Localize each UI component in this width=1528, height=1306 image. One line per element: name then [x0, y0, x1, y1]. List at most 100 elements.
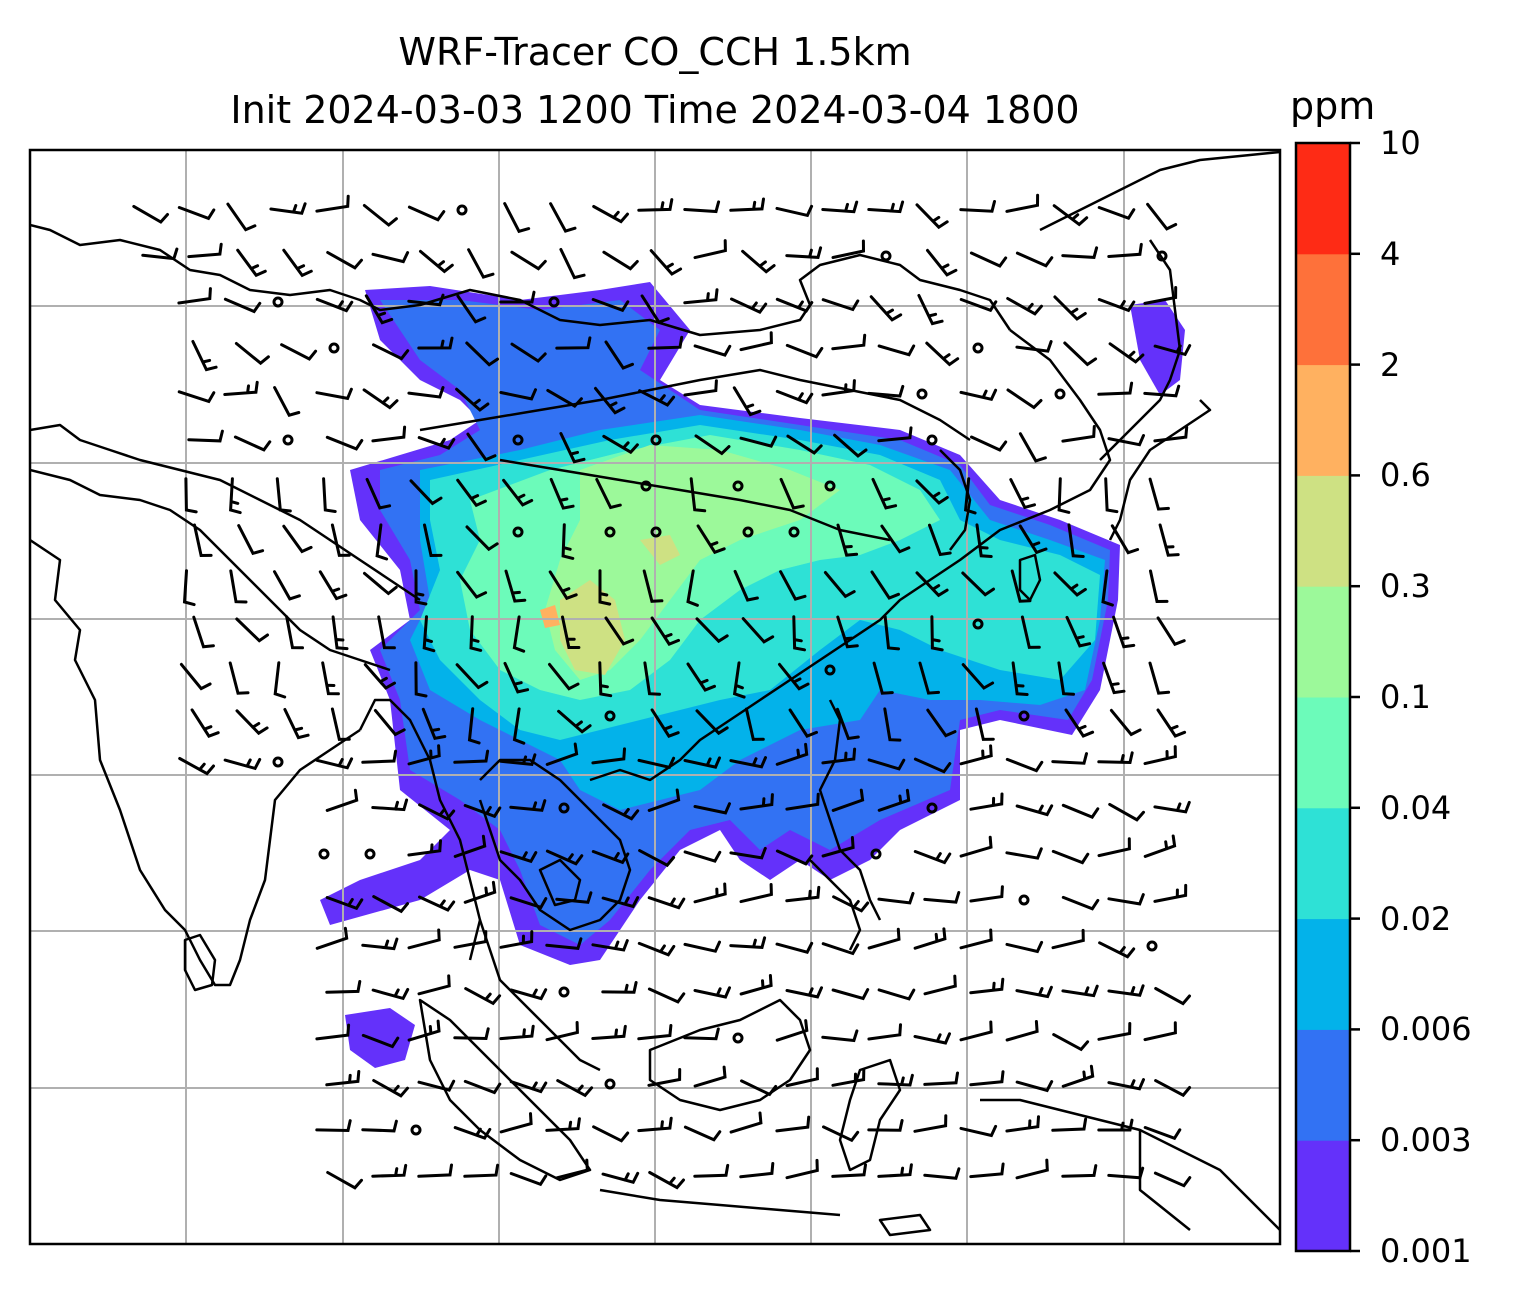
wind-barb [915, 479, 949, 505]
wind-barb [683, 1027, 720, 1041]
wind-barb [683, 850, 722, 863]
wind-barb [548, 662, 580, 691]
wind-barb [417, 436, 456, 450]
wind-barb [637, 941, 676, 957]
colorbar-unit: ppm [1290, 84, 1376, 128]
wind-barb [555, 891, 593, 904]
wind-barb [177, 206, 216, 221]
wind-barb [689, 477, 707, 513]
wind-barb [1143, 384, 1181, 398]
wind-barb [650, 616, 680, 646]
wind-barb [509, 988, 548, 1001]
wind-barb [775, 204, 814, 218]
wind-barb [1153, 1171, 1192, 1188]
wind-barb [326, 1171, 363, 1190]
calm-wind-marker [650, 526, 662, 538]
wind-barb [637, 756, 676, 770]
wind-barb [637, 1116, 673, 1133]
colorbar-tick-label: 0.003 [1380, 1121, 1472, 1160]
wind-barb [786, 434, 823, 455]
calm-wind-marker [318, 848, 330, 860]
colorbar-tick-label: 0.3 [1380, 567, 1431, 606]
wind-barb [407, 386, 445, 399]
plume-patch-south [345, 1008, 415, 1068]
wind-barb [1148, 661, 1171, 695]
wind-barb [269, 202, 307, 215]
wind-barb [545, 937, 583, 951]
wind-barb [1143, 834, 1177, 858]
wind-barb [467, 707, 481, 745]
wind-barb [1153, 883, 1188, 903]
wind-barb [831, 988, 870, 1001]
wind-barb [867, 927, 901, 950]
wind-barb [418, 895, 456, 912]
wind-barb [642, 569, 664, 603]
wind-barb [1005, 193, 1040, 213]
wind-barb [1052, 1033, 1090, 1052]
wind-barb [1051, 1117, 1088, 1132]
wind-barb [739, 974, 773, 996]
wind-barb [821, 1029, 859, 1043]
wind-barb [650, 708, 680, 739]
wind-barb [364, 294, 394, 325]
wind-barb [598, 569, 612, 606]
wind-barb [510, 250, 547, 271]
calm-wind-marker [732, 1032, 744, 1044]
wind-barb [604, 340, 634, 370]
wind-barb [361, 1033, 400, 1049]
wind-barb [1015, 985, 1053, 999]
wind-barb [732, 386, 762, 417]
wind-barb [602, 250, 639, 271]
wind-barb [693, 986, 731, 999]
wind-barb [683, 940, 721, 953]
wind-barb [917, 294, 944, 326]
wind-barb [836, 707, 860, 741]
wind-barb [969, 251, 1008, 268]
wind-barb [739, 883, 773, 904]
wind-barb [883, 615, 900, 651]
colorbar-tick-label: 4 [1380, 234, 1401, 273]
wind-barb [775, 742, 809, 766]
wind-barb [779, 570, 807, 601]
wind-barb [883, 707, 902, 742]
wind-barb [1005, 757, 1044, 773]
wind-barb [970, 435, 1008, 452]
wind-barb [315, 1023, 351, 1041]
wind-barb [1005, 1115, 1040, 1133]
wind-barb [729, 846, 767, 860]
wind-barb [235, 617, 269, 643]
wind-barb [693, 1163, 730, 1178]
wind-barb [237, 524, 265, 556]
wind-barb [275, 477, 292, 513]
wind-barb [555, 1158, 589, 1180]
colorbar [1294, 141, 1360, 1253]
calm-wind-marker [328, 342, 340, 354]
wind-barb [969, 792, 1004, 811]
wind-barb [184, 477, 198, 514]
wind-barb [1015, 340, 1053, 353]
wind-barb [1051, 752, 1088, 765]
wind-barb [877, 426, 913, 443]
wind-barb [872, 661, 894, 695]
wind-barb [178, 757, 215, 776]
wind-barb [453, 1126, 492, 1140]
wind-barb [913, 850, 952, 865]
wind-barb [235, 709, 269, 736]
wind-barb [729, 936, 767, 949]
wind-barb [414, 569, 428, 606]
wind-barb [1112, 615, 1136, 649]
wind-barb [141, 247, 179, 261]
wind-barb [236, 248, 267, 278]
wind-barb [1156, 616, 1186, 647]
wind-barb [591, 1024, 627, 1040]
wind-barb [693, 882, 727, 904]
wind-barb [365, 477, 392, 510]
wind-barb [686, 662, 716, 692]
wind-barb [464, 987, 502, 1006]
wind-barb [821, 379, 856, 397]
wind-barb [191, 340, 218, 372]
wind-barb [407, 928, 441, 950]
colorbar-tick-label: 0.04 [1380, 788, 1452, 827]
wind-barb [280, 343, 318, 361]
wind-barb [744, 707, 765, 741]
